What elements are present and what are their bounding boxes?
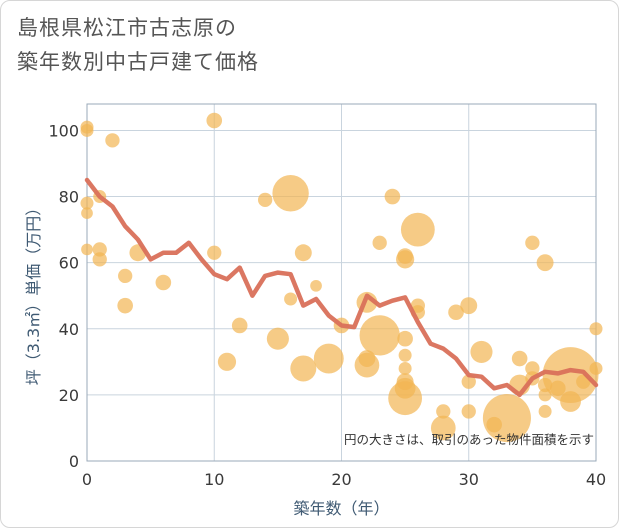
- bubble-point: [460, 297, 478, 315]
- bubble-point: [384, 188, 401, 205]
- bubble-point: [81, 207, 93, 219]
- bubble-point: [231, 317, 248, 334]
- bubble-point: [290, 355, 317, 382]
- bubble-point: [398, 361, 412, 375]
- bubble-point: [206, 112, 223, 129]
- bubble-point: [118, 268, 133, 284]
- bubble-point: [207, 245, 222, 260]
- bubble-point: [217, 352, 237, 371]
- bubble-point: [92, 252, 107, 267]
- y-tick-label: 0: [69, 452, 79, 471]
- y-tick-label: 20: [59, 386, 79, 405]
- bubble-point: [482, 393, 531, 443]
- bubble-point: [448, 304, 464, 321]
- x-axis-label: 築年数（年）: [293, 499, 389, 518]
- bubble-point: [155, 274, 172, 291]
- bubble-point: [313, 343, 344, 374]
- bubble-point: [117, 297, 133, 314]
- axis-ticks: 0 10 20 30 40 0 20 40 60 80 100: [48, 121, 606, 489]
- y-tick-label: 60: [59, 254, 79, 273]
- y-axis-label: 坪（3.3㎡）単価（万円）: [24, 200, 43, 385]
- bubble-point: [461, 374, 476, 389]
- bubble-point: [589, 322, 603, 336]
- y-tick-label: 80: [59, 188, 79, 207]
- bubble-point: [359, 315, 400, 356]
- x-tick-label: 40: [586, 470, 606, 489]
- chart-title: 島根県松江市古志原の 築年数別中古戸建て価格: [17, 11, 259, 79]
- bubble-point: [105, 133, 120, 148]
- average-line-series: [84, 177, 599, 398]
- bubble-point: [81, 243, 93, 256]
- bubble-point: [372, 235, 387, 250]
- bubble-point: [354, 352, 380, 378]
- bubble-point: [258, 192, 273, 208]
- x-tick-label: 0: [82, 470, 92, 489]
- bubble-point: [560, 391, 581, 412]
- bubble-point: [397, 330, 413, 347]
- bubble-point: [536, 254, 554, 272]
- bubble-point: [266, 327, 289, 350]
- bubble-series: [80, 112, 603, 443]
- bubble-point: [398, 348, 412, 362]
- bubble-point: [284, 292, 298, 306]
- bubble-point: [272, 175, 309, 212]
- y-tick-label: 40: [59, 320, 79, 339]
- bubble-point: [589, 361, 603, 375]
- bubble-point: [80, 196, 94, 210]
- bubble-point: [310, 279, 322, 292]
- chart-title-line-2: 築年数別中古戸建て価格: [17, 50, 259, 74]
- bubble-point: [92, 242, 107, 257]
- average-price-line: [84, 177, 599, 398]
- x-tick-label: 30: [459, 470, 479, 489]
- bubble-point: [388, 381, 423, 416]
- bubble-point: [396, 250, 415, 269]
- bubble-point: [470, 340, 493, 363]
- bubble-point: [525, 235, 540, 250]
- chart-title-line-1: 島根県松江市古志原の: [17, 16, 237, 40]
- plot-frame: [86, 103, 597, 462]
- bubble-point: [430, 415, 456, 441]
- x-tick-label: 10: [204, 470, 224, 489]
- bubble-point: [400, 212, 435, 247]
- bubble-point: [80, 123, 94, 137]
- bubble-point: [461, 404, 476, 419]
- bubble-point: [542, 347, 599, 404]
- bubble-point: [436, 404, 451, 419]
- bubble-point: [525, 361, 540, 376]
- bubble-point: [294, 244, 312, 262]
- y-tick-label: 100: [48, 121, 79, 140]
- bubble-point: [538, 404, 552, 418]
- chart-note: 円の大きさは、取引のあった物件面積を示す: [344, 432, 594, 447]
- bubble-point: [511, 350, 528, 367]
- x-tick-label: 20: [331, 470, 351, 489]
